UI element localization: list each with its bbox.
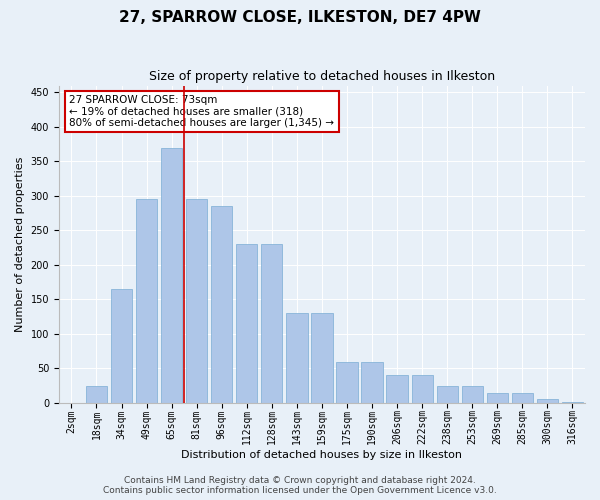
Bar bbox=[86, 386, 107, 403]
Text: 27 SPARROW CLOSE: 73sqm
← 19% of detached houses are smaller (318)
80% of semi-d: 27 SPARROW CLOSE: 73sqm ← 19% of detache… bbox=[70, 95, 334, 128]
Bar bbox=[537, 400, 558, 403]
Text: Contains HM Land Registry data © Crown copyright and database right 2024.
Contai: Contains HM Land Registry data © Crown c… bbox=[103, 476, 497, 495]
X-axis label: Distribution of detached houses by size in Ilkeston: Distribution of detached houses by size … bbox=[181, 450, 463, 460]
Bar bbox=[111, 289, 132, 403]
Bar bbox=[487, 392, 508, 403]
Bar bbox=[437, 386, 458, 403]
Title: Size of property relative to detached houses in Ilkeston: Size of property relative to detached ho… bbox=[149, 70, 495, 83]
Bar bbox=[136, 200, 157, 403]
Bar bbox=[412, 376, 433, 403]
Bar bbox=[211, 206, 232, 403]
Bar bbox=[286, 313, 308, 403]
Bar bbox=[311, 313, 332, 403]
Text: 27, SPARROW CLOSE, ILKESTON, DE7 4PW: 27, SPARROW CLOSE, ILKESTON, DE7 4PW bbox=[119, 10, 481, 25]
Bar bbox=[361, 362, 383, 403]
Bar bbox=[461, 386, 483, 403]
Bar bbox=[512, 392, 533, 403]
Bar bbox=[386, 376, 408, 403]
Bar bbox=[236, 244, 257, 403]
Bar bbox=[562, 402, 583, 403]
Y-axis label: Number of detached properties: Number of detached properties bbox=[15, 156, 25, 332]
Bar bbox=[186, 200, 208, 403]
Bar bbox=[161, 148, 182, 403]
Bar bbox=[261, 244, 283, 403]
Bar bbox=[337, 362, 358, 403]
